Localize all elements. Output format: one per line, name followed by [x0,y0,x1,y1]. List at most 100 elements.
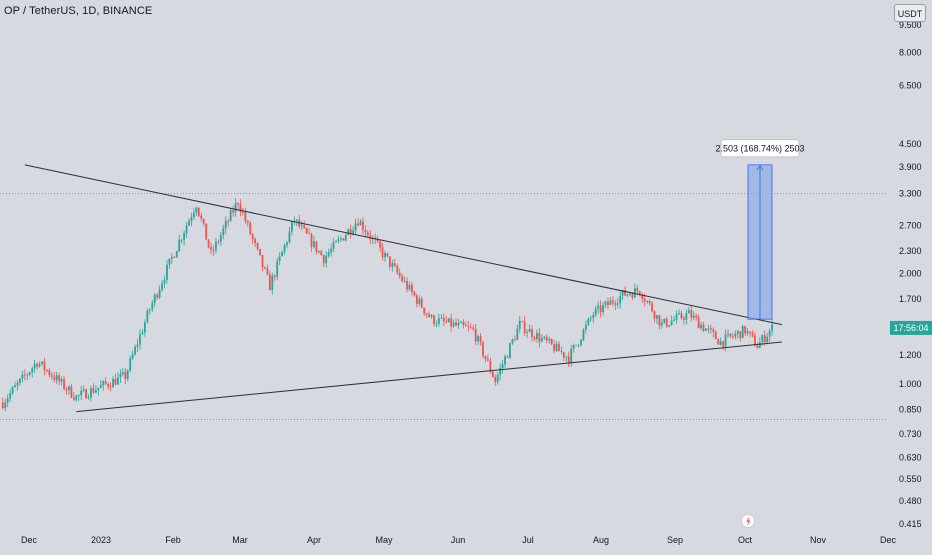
candle [673,316,675,322]
candle [222,224,225,240]
candle [707,325,710,334]
candle [472,324,475,332]
candle [384,250,386,262]
candle [347,228,350,236]
candle [256,242,259,251]
candle [555,340,558,352]
x-tick-label: Jul [522,535,534,545]
candle [109,382,112,392]
candle [732,333,734,340]
candle [496,372,499,385]
candle [734,330,737,340]
trendline-upper[interactable] [24,164,783,326]
trendline-lower[interactable] [76,341,782,413]
candle [619,290,622,309]
candle [310,232,313,253]
x-tick-label: Dec [880,535,897,545]
candle [504,354,506,368]
candle [658,314,661,330]
symbol-title: OP / TetherUS, 1D, BINANCE [4,5,153,17]
candle [48,368,51,378]
candle [337,235,340,244]
y-tick-label: 0.850 [899,405,922,415]
candle [21,370,24,383]
x-tick-label: Sep [667,535,683,545]
candle [558,340,560,352]
y-tick-label: 3.300 [899,189,922,199]
candle [239,199,242,217]
candle [148,308,151,315]
measure-tool: 2.503 (168.74%) 2503 [715,139,805,320]
candle [616,298,619,309]
candle [46,369,48,373]
candle [357,218,359,227]
currency-button[interactable]: USDT [894,4,926,22]
candle [746,327,749,336]
candle [646,300,649,304]
candle [183,230,185,246]
candle [33,359,36,374]
candle [452,319,455,328]
candle [288,227,291,244]
candle [506,355,509,358]
candle [482,340,484,359]
candle [224,216,227,234]
candle [545,334,548,344]
candle [484,355,487,363]
lightning-icon[interactable] [741,514,755,528]
candle [413,290,416,297]
candle [440,313,443,320]
candle [438,314,440,327]
candle [457,319,460,329]
candle [744,325,747,336]
candle [58,372,61,386]
candle [332,238,335,253]
candle [31,366,34,378]
candle [403,276,406,283]
candle [636,284,639,295]
candle [180,238,183,244]
candle [398,268,401,280]
candle [308,228,310,235]
candle [648,299,651,306]
candle [90,385,92,402]
candle [268,270,271,291]
candle [342,238,345,241]
trendlines [24,164,783,413]
candle [587,317,590,327]
candle [754,331,756,347]
candle [553,339,555,354]
candle [175,250,178,258]
candle [462,319,465,329]
candle [423,307,426,316]
candle [153,292,156,308]
candle [683,315,685,325]
candle [756,342,759,349]
candle [11,385,14,396]
candle [531,325,533,342]
candle [736,329,739,339]
candle [513,335,516,342]
candle [700,321,702,331]
candle [317,250,320,254]
candle [349,224,352,239]
candle [134,344,136,356]
candle [768,328,771,343]
last-price-time: 17:56:04 [893,323,928,333]
candle [479,333,482,346]
axes: 9.500 8.000 6.500 4.500 3.900 3.300 2.700 2.300… [21,20,932,545]
candle [232,205,234,217]
measure-arrowhead [756,165,764,171]
candle [629,292,631,297]
candle [577,344,580,348]
candle [193,207,195,221]
candle [298,215,301,229]
candle [163,275,166,289]
candle [550,338,553,346]
candle [474,324,477,345]
y-tick-label: 1.200 [899,350,922,360]
x-tick-label: Aug [593,535,609,545]
candle [611,296,614,307]
